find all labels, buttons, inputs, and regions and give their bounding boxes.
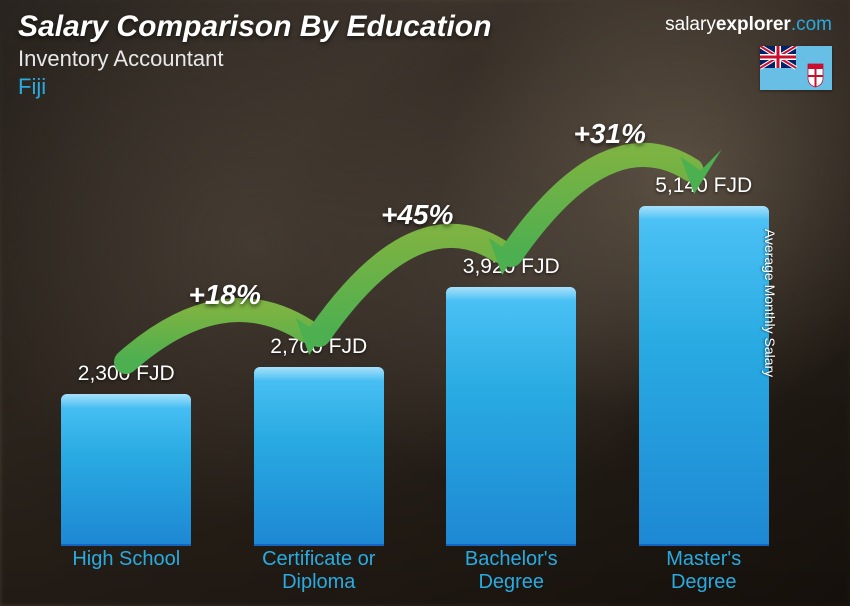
subtitle: Inventory Accountant: [18, 46, 832, 72]
x-label: Bachelor'sDegree: [415, 548, 608, 594]
x-label: Certificate orDiploma: [223, 548, 416, 594]
x-label: High School: [30, 548, 223, 594]
brand-seg1: salary: [665, 14, 716, 35]
percent-increase-label: +18%: [189, 279, 261, 311]
brand-logo: salaryexplorer.com: [665, 14, 832, 36]
x-labels: High SchoolCertificate orDiplomaBachelor…: [30, 548, 800, 594]
brand-seg3: .com: [791, 14, 832, 35]
brand-seg2: explorer: [716, 14, 791, 35]
fiji-flag-icon: [760, 46, 832, 90]
x-label: Master'sDegree: [608, 548, 801, 594]
percent-increase-label: +31%: [574, 118, 646, 150]
y-axis-label: Average Monthly Salary: [762, 229, 778, 377]
bar-chart: 2,300 FJD2,700 FJD3,920 FJD5,140 FJD Hig…: [30, 84, 800, 594]
country-label: Fiji: [18, 74, 832, 100]
bar: [61, 394, 191, 546]
percent-increase-label: +45%: [381, 199, 453, 231]
